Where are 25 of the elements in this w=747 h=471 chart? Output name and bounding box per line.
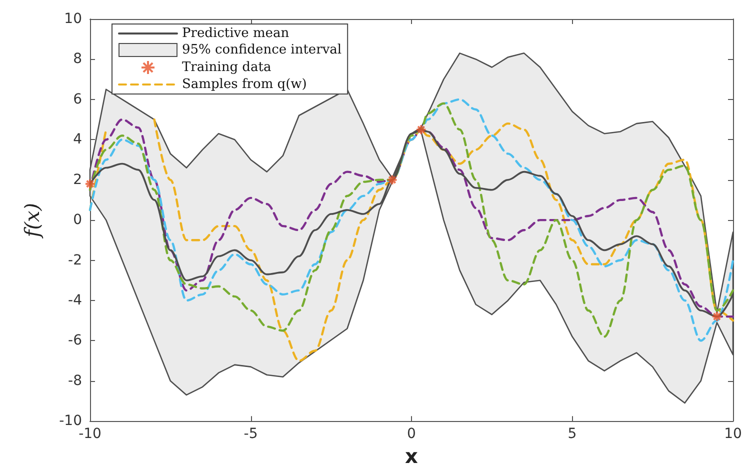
y-axis-title: f(x)	[20, 202, 44, 240]
point	[84, 178, 96, 190]
y-tick-label: -2	[68, 252, 82, 268]
y-tick-label: 6	[73, 91, 82, 108]
y-tick-label: -6	[68, 332, 82, 349]
legend-label: 95% confidence interval	[182, 42, 342, 58]
y-tick-label: -4	[68, 292, 82, 308]
x-tick-label: 0	[407, 426, 416, 442]
y-tick-label: 8	[73, 51, 82, 68]
y-tick-label: -10	[59, 413, 82, 430]
y-tick-label: 10	[64, 11, 82, 27]
y-tick-label: 2	[73, 172, 82, 188]
legend-label: Samples from q(w)	[182, 77, 307, 92]
x-tick-label: 5	[568, 426, 577, 442]
x-tick-label: 10	[724, 426, 742, 442]
legend-label: Training data	[182, 60, 272, 75]
legend-label: Predictive mean	[182, 26, 290, 41]
point	[386, 174, 398, 186]
y-tick-label: 0	[73, 212, 82, 228]
x-axis-title: x	[405, 444, 418, 468]
y-tick-label: 4	[73, 132, 82, 148]
point	[711, 311, 722, 322]
point	[416, 124, 427, 136]
x-tick-label: -5	[244, 426, 258, 442]
y-tick-label: -8	[68, 372, 82, 389]
